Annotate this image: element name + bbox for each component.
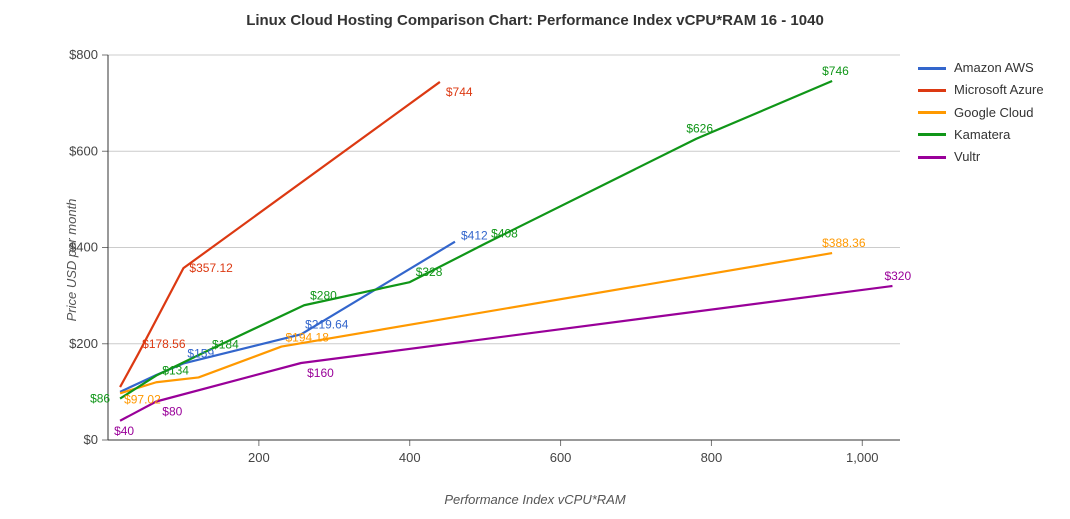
data-point-label: $280	[310, 288, 337, 302]
legend-swatch	[918, 67, 946, 70]
chart-legend: Amazon AWS Microsoft Azure Google Cloud Kam…	[918, 60, 1044, 171]
data-point-label: $160	[307, 366, 334, 380]
y-tick-label: $200	[69, 336, 98, 351]
data-point-label: $178.56	[142, 337, 186, 351]
legend-label: Vultr	[954, 149, 980, 165]
chart-container: Linux Cloud Hosting Comparison Chart: Pe…	[0, 0, 1070, 519]
legend-label: Amazon AWS	[954, 60, 1034, 76]
x-tick-label: 400	[399, 450, 421, 465]
data-point-label: $408	[491, 227, 518, 241]
data-point-label: $626	[686, 122, 713, 136]
legend-label: Microsoft Azure	[954, 82, 1044, 98]
data-point-label: $746	[822, 64, 849, 78]
data-point-label: $320	[884, 269, 911, 283]
legend-item: Amazon AWS	[918, 60, 1044, 76]
data-point-label: $80	[162, 405, 182, 419]
legend-item: Vultr	[918, 149, 1044, 165]
legend-swatch	[918, 156, 946, 159]
data-point-label: $184	[212, 337, 239, 351]
data-point-label: $40	[114, 424, 134, 438]
data-point-label: $86	[90, 392, 110, 406]
legend-item: Google Cloud	[918, 105, 1044, 121]
legend-label: Google Cloud	[954, 105, 1034, 121]
legend-swatch	[918, 133, 946, 136]
y-tick-label: $800	[69, 47, 98, 62]
data-point-label: $388.36	[822, 236, 866, 250]
chart-title: Linux Cloud Hosting Comparison Chart: Pe…	[0, 12, 1070, 29]
legend-swatch	[918, 89, 946, 92]
data-point-label: $328	[416, 265, 443, 279]
chart-svg: $0$200$400$600$8002004006008001,000$159$…	[0, 0, 1070, 519]
data-point-label: $97.02	[124, 392, 161, 406]
x-tick-label: 1,000	[846, 450, 879, 465]
data-point-label: $194.18	[285, 331, 329, 345]
data-point-label: $412	[461, 229, 488, 243]
data-point-label: $159	[187, 346, 214, 360]
x-axis-title: Performance Index vCPU*RAM	[0, 492, 1070, 507]
data-point-label: $134	[162, 364, 189, 378]
x-tick-label: 600	[550, 450, 572, 465]
legend-item: Kamatera	[918, 127, 1044, 143]
data-point-label: $357.12	[189, 261, 233, 275]
legend-label: Kamatera	[954, 127, 1010, 143]
data-point-label: $744	[446, 85, 473, 99]
legend-item: Microsoft Azure	[918, 82, 1044, 98]
x-tick-label: 800	[701, 450, 723, 465]
y-tick-label: $600	[69, 143, 98, 158]
legend-swatch	[918, 111, 946, 114]
y-axis-title: Price USD per month	[64, 198, 79, 321]
y-tick-label: $0	[84, 432, 98, 447]
series-line	[120, 286, 892, 421]
x-tick-label: 200	[248, 450, 270, 465]
data-point-label: $219.64	[305, 317, 349, 331]
